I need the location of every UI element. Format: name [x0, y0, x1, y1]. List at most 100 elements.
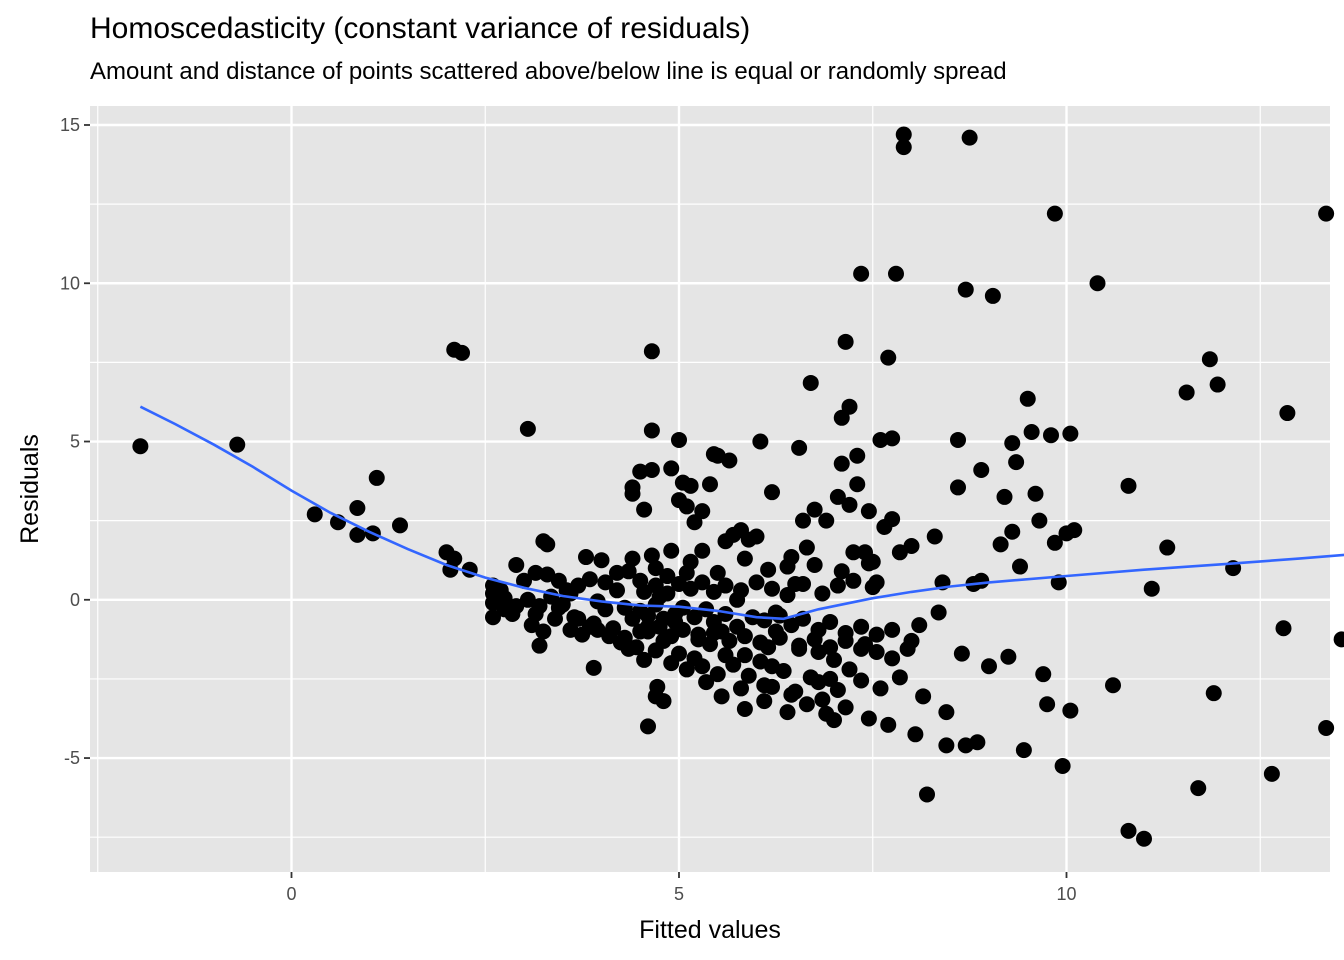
data-point — [678, 661, 695, 678]
data-point — [814, 585, 831, 602]
data-point — [841, 661, 858, 678]
data-point — [578, 549, 594, 566]
data-point — [764, 484, 780, 501]
data-point — [705, 613, 722, 630]
data-point — [764, 580, 780, 597]
data-point — [663, 542, 680, 559]
data-point — [911, 617, 928, 634]
data-point — [527, 606, 544, 623]
data-point — [485, 609, 501, 626]
data-point — [880, 716, 897, 733]
data-point — [802, 374, 819, 391]
data-point — [659, 568, 676, 585]
data-point — [806, 501, 823, 518]
data-point — [806, 631, 823, 648]
data-point — [760, 561, 777, 578]
data-point — [1143, 580, 1160, 597]
data-point — [570, 610, 587, 627]
x-tick-label: 0 — [286, 884, 296, 904]
data-point — [853, 672, 870, 689]
data-point — [713, 688, 730, 705]
data-point — [752, 634, 769, 651]
data-point — [1089, 275, 1106, 292]
data-point — [725, 656, 742, 673]
data-point — [643, 462, 660, 479]
data-point — [736, 700, 753, 717]
data-point — [733, 582, 749, 599]
data-point — [926, 528, 943, 545]
data-point — [829, 488, 846, 505]
data-point — [585, 615, 602, 632]
data-point — [938, 737, 955, 754]
data-point — [833, 455, 850, 472]
data-point — [643, 422, 660, 439]
data-point — [682, 553, 699, 570]
data-point — [884, 430, 901, 447]
data-point — [833, 563, 850, 580]
x-tick-label: 5 — [674, 884, 684, 904]
data-point — [620, 563, 637, 580]
data-point — [973, 572, 990, 589]
data-point — [860, 710, 877, 727]
data-point — [1004, 435, 1021, 452]
data-point — [1159, 539, 1176, 556]
data-point — [1031, 512, 1048, 529]
data-point — [1054, 757, 1071, 774]
data-point — [950, 479, 966, 496]
data-point — [694, 574, 711, 591]
data-point — [649, 678, 666, 695]
x-axis-title: Fitted values — [639, 916, 781, 944]
data-point — [740, 667, 757, 684]
data-point — [903, 632, 920, 649]
data-point — [1015, 742, 1032, 759]
data-point — [1136, 830, 1152, 847]
data-point — [694, 503, 711, 520]
data-point — [748, 528, 765, 545]
data-point — [709, 564, 726, 581]
data-point — [531, 637, 548, 654]
y-tick-label: 10 — [60, 273, 80, 293]
data-point — [822, 639, 839, 656]
data-point — [519, 420, 536, 437]
data-point — [647, 596, 664, 613]
data-point — [516, 572, 532, 589]
data-point — [779, 704, 796, 721]
y-tick-label: 15 — [60, 115, 80, 135]
data-point — [756, 693, 773, 710]
y-tick-label: -5 — [64, 748, 80, 768]
data-point — [717, 577, 734, 594]
data-point — [643, 343, 660, 360]
data-point — [624, 550, 641, 567]
data-point — [798, 539, 815, 556]
data-point — [709, 666, 726, 683]
data-point — [306, 506, 323, 523]
data-point — [833, 409, 850, 426]
data-point — [992, 536, 1009, 553]
data-point — [585, 659, 602, 676]
data-point — [647, 560, 664, 577]
data-point — [810, 674, 827, 691]
data-point — [969, 734, 986, 751]
data-point — [984, 287, 1001, 304]
data-point — [612, 634, 629, 651]
data-point — [698, 674, 715, 691]
data-point — [837, 333, 854, 350]
data-point — [752, 433, 769, 450]
data-point — [1008, 454, 1025, 471]
data-point — [1318, 205, 1335, 222]
data-point — [1019, 390, 1036, 407]
data-point — [628, 639, 645, 656]
data-point — [775, 663, 792, 680]
data-point — [950, 431, 966, 448]
data-point — [508, 556, 525, 573]
data-point — [1023, 424, 1040, 441]
data-point — [682, 477, 699, 494]
data-point — [787, 683, 804, 700]
y-axis-title: Residuals — [16, 434, 44, 544]
data-point — [1201, 351, 1218, 368]
data-point — [229, 436, 246, 453]
data-point — [884, 621, 901, 638]
data-point — [849, 447, 866, 464]
data-point — [1263, 765, 1280, 782]
